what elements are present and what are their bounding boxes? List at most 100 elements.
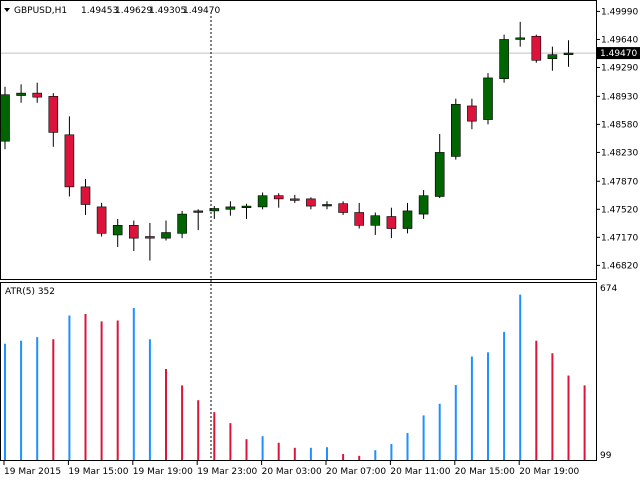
candle	[0, 86, 10, 150]
time-tick-label: 19 Mar 19:00	[133, 467, 193, 477]
candle	[563, 40, 574, 67]
bear-candle-body	[145, 236, 155, 239]
price-tick-label: 1.48930	[601, 92, 638, 102]
ohlc-low: 1.49305	[149, 6, 186, 16]
price-axis: 1.49990 1.49640 1.49290 1.48930 1.48580 1.482…	[596, 7, 638, 271]
bear-candle-body	[531, 35, 542, 61]
candle	[547, 46, 558, 71]
price-tick-label: 1.49290	[601, 63, 638, 73]
candle	[32, 82, 43, 103]
bull-candle-body	[225, 206, 236, 210]
candle	[531, 34, 542, 63]
candle	[467, 98, 477, 130]
price-tick-label: 1.47870	[601, 177, 638, 187]
bear-candle-body	[64, 134, 75, 188]
candle	[16, 84, 26, 103]
bull-candle-body	[112, 225, 123, 236]
candle	[483, 73, 493, 125]
price-tick-label: 1.48230	[601, 148, 638, 158]
candle	[370, 212, 381, 235]
bull-candle-body	[434, 152, 445, 197]
candle	[145, 222, 155, 261]
bear-candle-body	[338, 203, 348, 213]
candle	[96, 202, 107, 237]
ohlc-high: 1.49629	[115, 6, 152, 16]
candle	[418, 190, 429, 219]
indicator-panel-frame	[0, 282, 597, 461]
candles	[0, 21, 574, 261]
bear-candle-body	[386, 216, 397, 229]
time-tick-label: 20 Mar 07:00	[326, 467, 386, 477]
bull-candle-body	[483, 77, 493, 120]
bull-candle-body	[547, 54, 558, 59]
price-tick-label: 1.47520	[601, 205, 638, 215]
candle	[193, 209, 203, 231]
time-tick-label: 20 Mar 19:00	[519, 467, 579, 477]
bear-candle-body	[289, 198, 300, 201]
bear-candle-body	[273, 195, 284, 200]
bull-candle-body	[16, 92, 26, 96]
atr-histogram	[4, 294, 586, 460]
candle	[273, 193, 284, 208]
bull-candle-body	[450, 104, 461, 157]
atr-top-label: 674	[600, 284, 617, 294]
bear-candle-body	[467, 105, 477, 122]
ohlc-close: 1.49470	[183, 6, 220, 16]
current-price-text: 1.49470	[600, 49, 637, 59]
time-tick-label: 20 Mar 11:00	[390, 467, 450, 477]
bear-candle-body	[80, 186, 91, 205]
candle	[257, 192, 268, 210]
candle	[434, 133, 445, 199]
candle	[225, 201, 236, 216]
candle	[209, 206, 220, 219]
price-tick-label: 1.48580	[601, 120, 638, 130]
candle	[64, 116, 75, 197]
bear-candle-body	[306, 198, 316, 207]
candle	[450, 98, 461, 160]
candle	[129, 220, 139, 251]
time-tick-label: 20 Mar 03:00	[262, 467, 322, 477]
ohlc-open: 1.49453	[81, 6, 118, 16]
current-price-badge	[597, 47, 640, 60]
candle	[161, 220, 171, 241]
time-tick-label: 19 Mar 15:00	[68, 467, 128, 477]
candle	[338, 201, 348, 215]
bull-candle-body	[499, 39, 509, 80]
time-tick-label: 19 Mar 2015	[4, 467, 61, 477]
time-axis: 19 Mar 2015 19 Mar 15:00 19 Mar 19:00 19 Ma…	[3, 461, 580, 477]
candle	[354, 202, 365, 229]
bear-candle-body	[354, 212, 365, 226]
candle	[515, 21, 526, 47]
bear-candle-body	[48, 96, 59, 133]
candle	[499, 34, 509, 83]
bear-candle-body	[96, 206, 107, 234]
atr-label: ATR(5) 352	[5, 287, 55, 297]
bull-candle-body	[0, 94, 10, 142]
bull-candle-body	[241, 205, 252, 208]
bull-candle-body	[257, 195, 268, 208]
bear-candle-body	[32, 92, 43, 98]
candle	[177, 210, 187, 239]
symbol-label: GBPUSD,H1	[14, 6, 67, 16]
candle	[80, 178, 91, 215]
candle	[402, 202, 413, 234]
bull-candle-body	[322, 204, 332, 207]
bull-candle-body	[563, 52, 574, 55]
bull-candle-body	[177, 213, 187, 234]
bull-candle-body	[515, 37, 526, 40]
candle	[322, 201, 332, 210]
bull-candle-body	[418, 195, 429, 215]
candle	[48, 93, 59, 147]
time-tick-label: 19 Mar 23:00	[197, 467, 257, 477]
candle	[386, 207, 397, 239]
price-tick-label: 1.46820	[601, 261, 638, 271]
bull-candle-body	[370, 215, 381, 226]
price-tick-label: 1.49990	[601, 7, 638, 17]
menu-triangle-icon[interactable]	[4, 8, 10, 12]
candle	[112, 218, 123, 247]
candle	[306, 197, 316, 210]
price-tick-label: 1.47170	[601, 233, 638, 243]
bull-candle-body	[402, 210, 413, 229]
price-tick-label: 1.49640	[601, 35, 638, 45]
